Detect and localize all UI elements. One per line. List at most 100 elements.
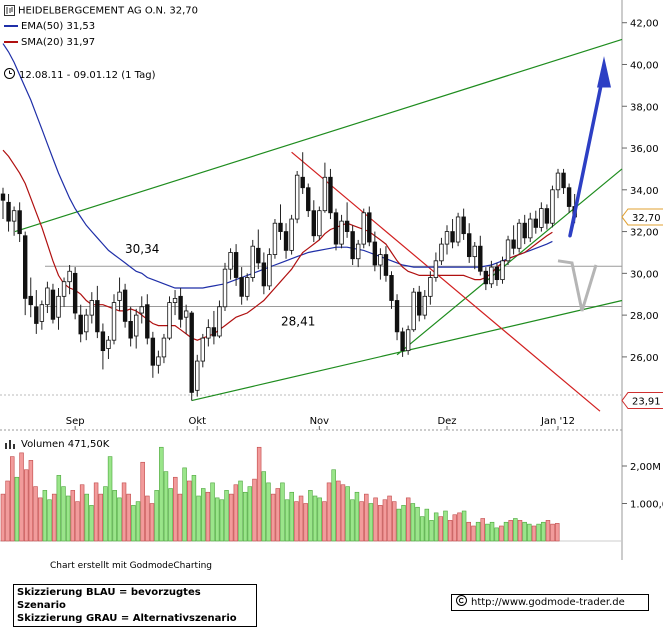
candle-body xyxy=(328,176,333,214)
volume-bar xyxy=(433,512,439,542)
candle-body xyxy=(478,245,483,272)
chart-type-icon xyxy=(4,5,15,16)
candle-body xyxy=(111,302,117,341)
volume-bar xyxy=(419,516,425,542)
volume-bar xyxy=(471,525,476,542)
volume-bar xyxy=(256,446,262,542)
candle-body xyxy=(450,231,455,243)
volume-bar xyxy=(531,525,537,542)
volume-bar xyxy=(145,495,150,542)
candle-body xyxy=(239,277,244,297)
sma-legend: SMA(20) 31,97 xyxy=(4,37,95,48)
level-label-upper: 30,34 xyxy=(125,242,159,256)
candle-body xyxy=(455,216,461,243)
volume-bar xyxy=(378,505,383,542)
candle-body xyxy=(361,212,366,245)
candle-body xyxy=(200,337,205,362)
volume-bar xyxy=(201,488,206,542)
candle-body xyxy=(56,295,61,318)
candle-body xyxy=(561,172,566,189)
candle-body xyxy=(39,304,45,322)
candle-body xyxy=(145,304,150,339)
volume-bar xyxy=(354,491,360,542)
candle-body xyxy=(150,337,156,366)
candle-body xyxy=(256,247,261,264)
volume-bar xyxy=(238,480,243,542)
volume-bar xyxy=(93,482,99,542)
candle-body xyxy=(505,239,511,262)
volume-bar xyxy=(233,484,239,542)
candle-body xyxy=(50,289,56,320)
candle-body xyxy=(466,233,472,258)
blue-scenario-path xyxy=(568,70,606,238)
candle-body xyxy=(45,287,50,306)
candle-body xyxy=(333,212,339,245)
candle-body xyxy=(128,320,133,339)
volume-bar xyxy=(280,482,285,542)
volume-bar xyxy=(466,521,471,542)
candle-body xyxy=(195,360,200,391)
candle-body xyxy=(233,252,239,278)
volume-bar xyxy=(33,486,38,542)
candle-body xyxy=(289,218,294,251)
sma20-line xyxy=(2,149,553,341)
volume-bar xyxy=(10,456,15,542)
volume-bar xyxy=(340,484,346,542)
candle-body xyxy=(350,231,355,260)
candle-body xyxy=(372,241,378,266)
volume-bar xyxy=(117,497,122,542)
volume-bar xyxy=(112,490,117,542)
low-price-tag-text: 23,91 xyxy=(632,397,661,408)
candle-body xyxy=(400,331,405,352)
scenario-notes: Skizzierung BLAU = bevorzugtes Szenario … xyxy=(13,584,257,627)
upper-channel-line xyxy=(14,38,623,233)
candle-body xyxy=(550,189,555,224)
candle-body xyxy=(278,222,283,232)
source-url[interactable]: http://www.godmode-trader.de xyxy=(471,597,625,608)
volume-bar xyxy=(252,478,257,542)
volume-bar xyxy=(187,480,192,542)
chart-title: HEIDELBERGCEMENT AG O.N. 32,70 xyxy=(4,5,198,17)
volume-label: Volumen 471,50K xyxy=(21,439,110,450)
sma-swatch xyxy=(4,41,18,43)
candle-body xyxy=(106,339,111,349)
volume-legend: Volumen 471,50K xyxy=(4,439,109,450)
created-with: Chart erstellt mit GodmodeCharting xyxy=(50,561,212,571)
candle-body xyxy=(161,337,167,358)
candle-body xyxy=(300,176,305,189)
candle-body xyxy=(0,193,6,201)
candle-body xyxy=(339,220,344,245)
volume-bar xyxy=(429,520,434,542)
volume-icon xyxy=(4,439,18,449)
low-price-tag-box xyxy=(621,392,663,410)
volume-bar xyxy=(345,486,350,542)
candle-body xyxy=(178,295,183,320)
volume-bar xyxy=(359,501,364,542)
volume-bar xyxy=(545,520,551,542)
candle-body xyxy=(95,300,100,333)
candle-body xyxy=(272,222,278,255)
candle-body xyxy=(428,277,433,297)
sma-label: SMA(20) 31,97 xyxy=(21,37,96,48)
candle-body xyxy=(555,172,561,191)
source-link[interactable]: http://www.godmode-trader.de xyxy=(451,594,649,611)
volume-bar xyxy=(168,488,173,542)
candle-body xyxy=(344,220,350,232)
y-tick-label: 28,00 xyxy=(630,311,659,322)
volume-bar xyxy=(140,461,145,542)
candle-body xyxy=(28,295,33,306)
volume-bar xyxy=(89,505,94,542)
volume-bar xyxy=(382,499,388,542)
candle-body xyxy=(494,266,500,281)
candle-body xyxy=(317,210,322,237)
y-tick-label: 34,00 xyxy=(630,186,659,197)
candle-body xyxy=(156,356,161,366)
candle-body xyxy=(311,210,316,237)
candle-body xyxy=(117,291,122,301)
volume-bar xyxy=(331,469,336,542)
volume-bar xyxy=(289,491,294,542)
volume-bar xyxy=(452,514,458,542)
candle-body xyxy=(133,314,139,337)
volume-tick-label: 2,00M xyxy=(630,462,661,473)
volume-bar xyxy=(103,486,108,542)
